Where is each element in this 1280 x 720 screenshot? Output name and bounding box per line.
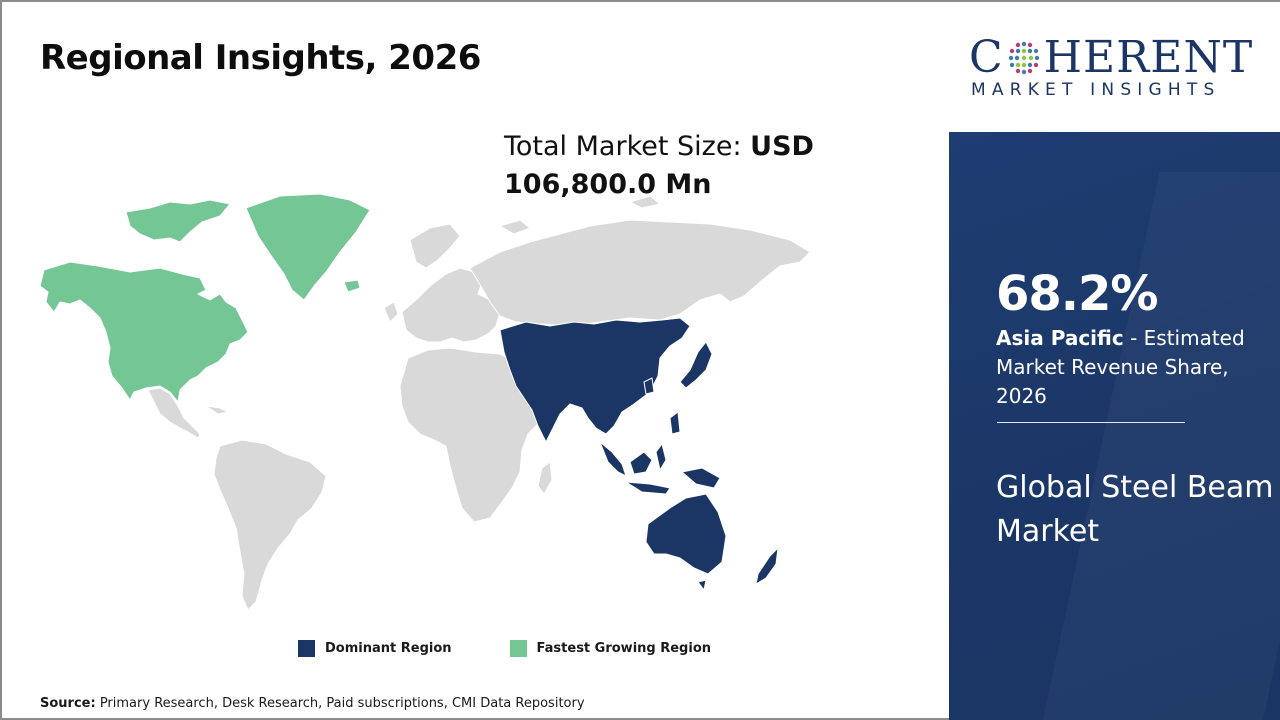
- world-map: [39, 193, 811, 611]
- logo-rest: HERENT: [1043, 32, 1254, 83]
- region-asia-pacific: [499, 317, 779, 591]
- legend-item-dominant: Dominant Region: [298, 640, 452, 657]
- logo-subtitle: MARKET INSIGHTS: [971, 80, 1221, 100]
- source-label: Source:: [40, 696, 96, 711]
- market-name: Global Steel Beam Market: [996, 470, 1274, 549]
- globe-dots-icon: [1008, 41, 1039, 74]
- region-europe: [383, 223, 501, 343]
- market-size-value: 106,800.0 Mn: [504, 169, 712, 200]
- logo-first-letter: C: [969, 32, 1004, 83]
- source-note: Source: Primary Research, Desk Research,…: [40, 696, 585, 711]
- map-legend: Dominant Region Fastest Growing Region: [298, 640, 769, 657]
- main-area: Regional Insights, 2026 Total Market Siz…: [2, 2, 948, 718]
- legend-label-dominant: Dominant Region: [325, 641, 452, 656]
- highlight-panel: 68.2% Asia Pacific - Estimated Market Re…: [949, 132, 1280, 720]
- total-market-size: Total Market Size: USD 106,800.0 Mn: [504, 128, 814, 204]
- market-size-label: Total Market Size:: [504, 131, 751, 162]
- legend-swatch-fastest-growing: [509, 640, 527, 657]
- logo-wordmark: C HERENT: [969, 32, 1253, 83]
- region-north-america: [39, 193, 371, 403]
- legend-label-fastest-growing: Fastest Growing Region: [536, 641, 712, 656]
- region-russia: [469, 195, 811, 327]
- market-size-prefix: USD: [750, 131, 814, 162]
- panel-divider: [997, 422, 1185, 423]
- panel-background-shape: [1040, 172, 1280, 720]
- share-percentage: 68.2%: [996, 266, 1159, 322]
- source-text: Primary Research, Desk Research, Paid su…: [95, 696, 585, 711]
- page-title: Regional Insights, 2026: [40, 38, 481, 78]
- share-region: Asia Pacific: [996, 326, 1124, 350]
- company-logo: C HERENT MARKET INSIGHTS: [949, 0, 1280, 132]
- legend-item-fastest-growing: Fastest Growing Region: [509, 640, 712, 657]
- region-latin-america: [147, 387, 327, 611]
- legend-swatch-dominant: [298, 640, 315, 657]
- share-text: - Estimated Market Revenue Share, 2026: [996, 326, 1245, 408]
- share-description: Asia Pacific - Estimated Market Revenue …: [996, 324, 1266, 411]
